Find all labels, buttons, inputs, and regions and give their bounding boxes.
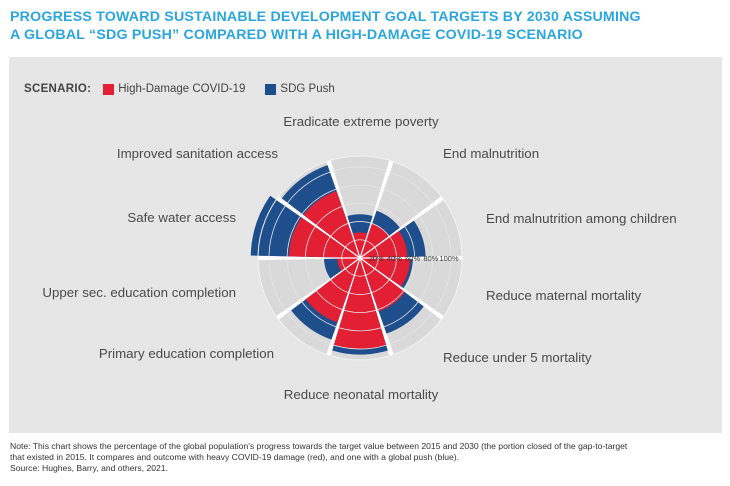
legend-label: SCENARIO:	[24, 83, 92, 95]
spoke-line	[359, 197, 443, 259]
legend: SCENARIO: High-Damage COVID-19 SDG Push	[24, 82, 355, 96]
note-line-3: Source: Hughes, Barry, and others, 2021.	[10, 463, 168, 473]
background-wedge	[330, 156, 390, 258]
covid-bar	[288, 217, 360, 258]
radial-tick-label: 80%	[423, 254, 438, 263]
covid-bar	[360, 258, 411, 287]
category-label: Reduce neonatal mortality	[284, 387, 439, 402]
radial-tick-label: 20%	[369, 254, 384, 263]
legend-text-sdg-push: SDG Push	[280, 83, 335, 95]
radial-tick-label: 40%	[387, 254, 402, 263]
radial-tick-label: 60%	[405, 254, 420, 263]
chart-note: Note: This chart shows the percentage of…	[10, 441, 722, 474]
covid-bar	[352, 232, 368, 258]
title-line-2: A GLOBAL “SDG PUSH” COMPARED WITH A HIGH…	[10, 27, 583, 43]
category-label: Safe water access	[127, 210, 236, 225]
covid-bar	[337, 258, 360, 271]
spoke-line	[277, 257, 361, 319]
covid-bar	[303, 190, 360, 258]
legend-item-sdg-push: SDG Push	[265, 83, 335, 95]
category-label: End malnutrition	[443, 146, 539, 161]
legend-item-high-damage: High-Damage COVID-19	[103, 83, 245, 95]
radial-tick-label: 100%	[439, 254, 459, 263]
spoke-line	[359, 257, 393, 356]
note-line-1: Note: This chart shows the percentage of…	[10, 441, 628, 451]
category-label: Reduce under 5 mortality	[443, 350, 592, 365]
category-label: Eradicate extreme poverty	[283, 114, 439, 129]
chart-title: PROGRESS TOWARD SUSTAINABLE DEVELOPMENT …	[10, 8, 710, 44]
covid-bar	[333, 258, 387, 350]
title-line-1: PROGRESS TOWARD SUSTAINABLE DEVELOPMENT …	[10, 9, 641, 25]
spoke-line	[327, 160, 361, 259]
category-label: Upper sec. education completion	[42, 285, 236, 300]
spoke-line	[359, 160, 393, 259]
legend-swatch-high-damage	[103, 83, 115, 95]
note-line-2: that existed in 2015. It compares and ou…	[10, 452, 460, 462]
legend-text-high-damage: High-Damage COVID-19	[118, 83, 246, 95]
category-label: Reduce maternal mortality	[486, 288, 642, 303]
legend-swatch-sdg-push	[265, 83, 277, 95]
covid-bar	[360, 223, 389, 258]
category-label: End malnutrition among children	[486, 211, 677, 226]
spoke-line	[359, 257, 443, 319]
spoke-line	[277, 197, 361, 259]
category-label: Primary education completion	[99, 346, 274, 361]
spoke-line	[327, 257, 361, 356]
covid-bar	[305, 258, 360, 323]
category-label: Improved sanitation access	[117, 146, 278, 161]
covid-bar	[360, 258, 405, 312]
